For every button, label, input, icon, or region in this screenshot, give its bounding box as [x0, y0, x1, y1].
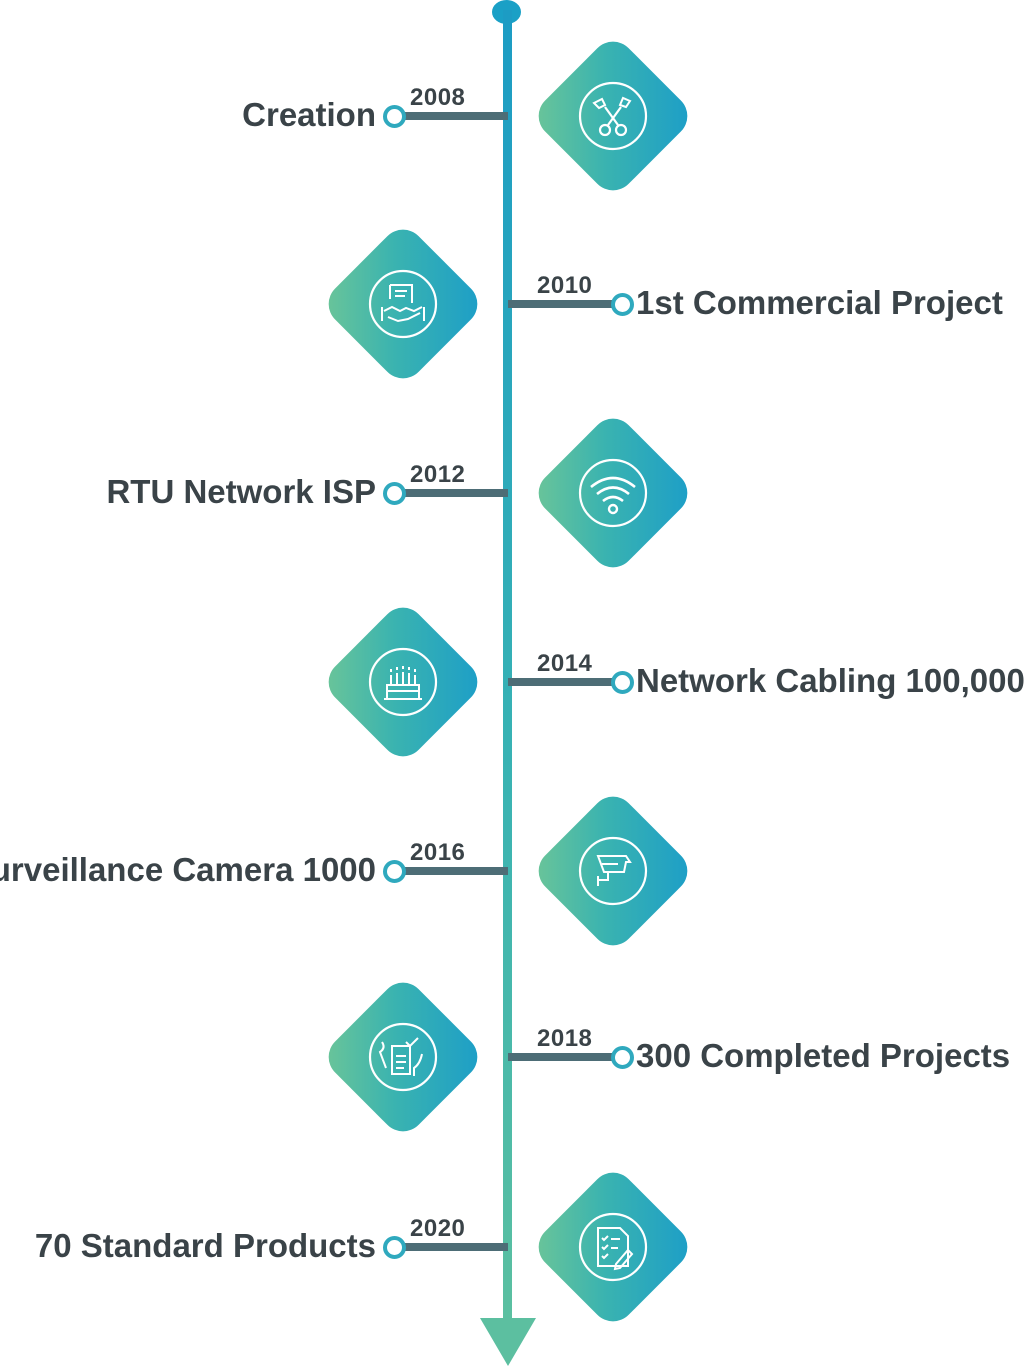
timeline-node	[383, 482, 406, 505]
year-label: 2018	[537, 1025, 593, 1052]
checklist-pen-icon	[576, 1210, 650, 1284]
event-label: RTU Network ISP	[106, 473, 376, 510]
cake-candles-icon	[366, 645, 440, 719]
connector-line	[508, 678, 620, 686]
checklist-repair-icon	[366, 1020, 440, 1094]
connector-line	[508, 300, 620, 308]
event-label: Creation	[242, 96, 376, 133]
security-camera-icon	[576, 834, 650, 908]
timeline-spine	[503, 10, 512, 1335]
ribbon-cutting-scissors-icon	[576, 79, 650, 153]
connector-line	[395, 489, 508, 497]
timeline-node	[383, 1236, 406, 1259]
timeline-node	[611, 671, 634, 694]
timeline-node	[611, 293, 634, 316]
year-label: 2016	[410, 839, 466, 866]
timeline-node	[383, 105, 406, 128]
timeline-node	[611, 1046, 634, 1069]
timeline-node	[383, 860, 406, 883]
connector-line	[395, 1243, 508, 1251]
year-label: 2010	[537, 272, 593, 299]
timeline-end-arrow	[480, 1318, 536, 1366]
year-label: 2020	[410, 1215, 466, 1242]
event-label: 1st Commercial Project	[636, 284, 1003, 321]
event-label: 300 Completed Projects	[636, 1037, 1011, 1074]
connector-line	[395, 112, 508, 120]
year-label: 2012	[410, 461, 466, 488]
connector-line	[395, 867, 508, 875]
year-label: 2008	[410, 84, 466, 111]
connector-line	[508, 1053, 620, 1061]
contract-handshake-icon	[366, 267, 440, 341]
event-label: Network Cabling 100,000M	[636, 662, 1026, 699]
wifi-icon	[576, 456, 650, 530]
event-label: Surveillance Camera 1000	[0, 851, 376, 888]
event-label: 70 Standard Products	[34, 1227, 376, 1264]
year-label: 2014	[537, 650, 593, 677]
